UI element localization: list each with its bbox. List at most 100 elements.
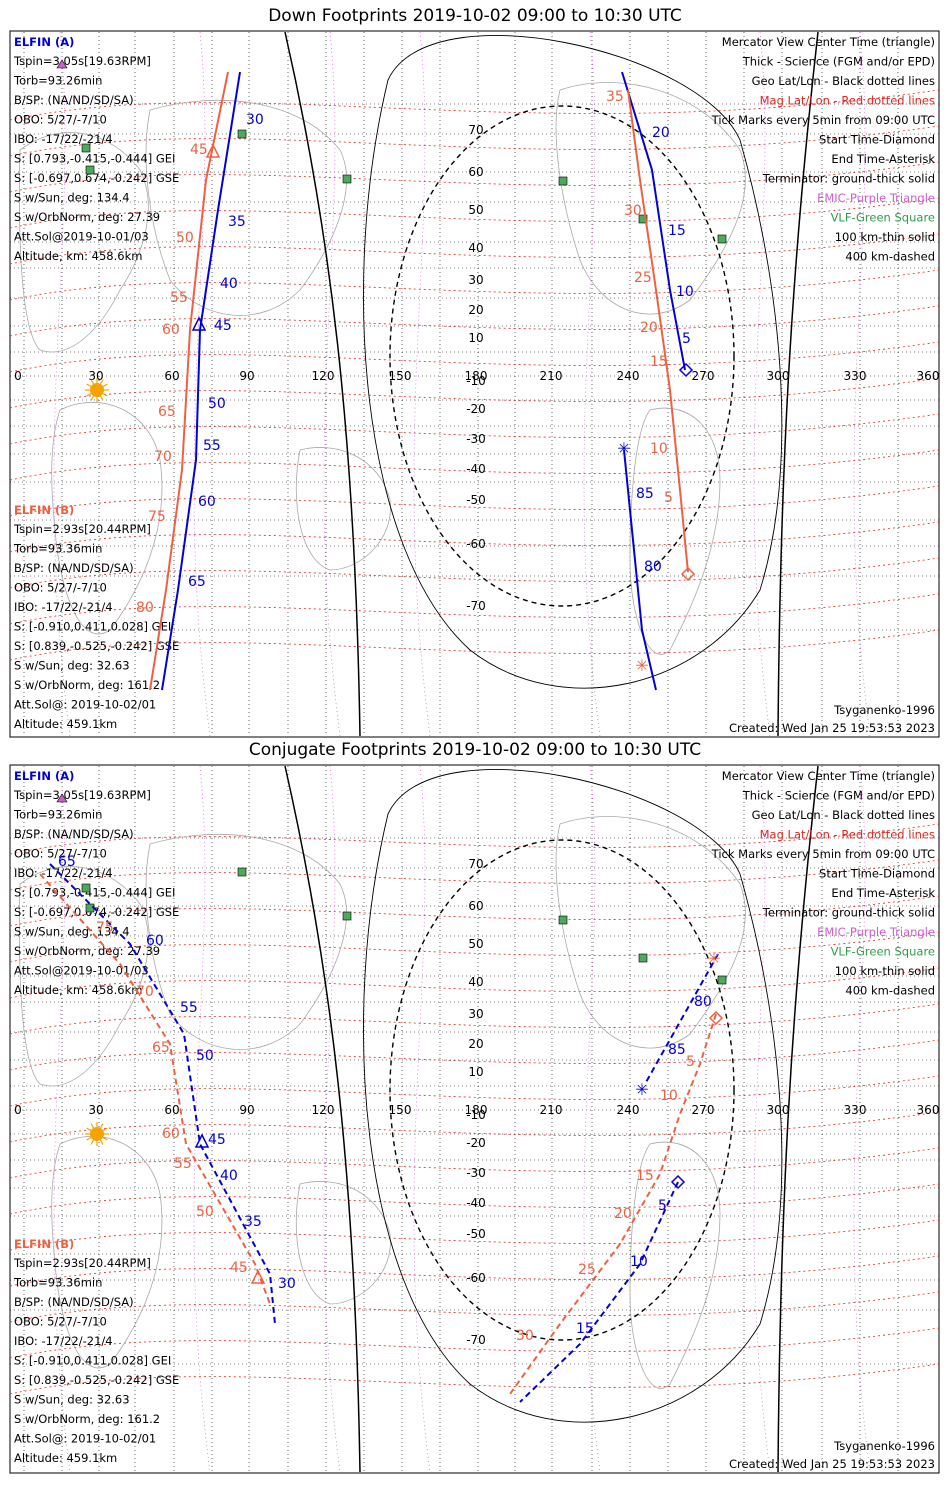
longitude-tick-label: 360 (917, 1103, 940, 1117)
latitude-tick-label: 70 (468, 857, 483, 871)
latitude-tick-label: -10 (466, 374, 486, 388)
longitude-tick-label: 60 (164, 369, 179, 383)
elfin-b-tick-label: 30 (516, 1328, 534, 1344)
mag-meridian-line (853, 765, 871, 1473)
coastline (555, 82, 746, 315)
legend-entry: Geo Lat/Lon - Black dotted lines (752, 74, 935, 88)
longitude-tick-label: 240 (617, 1103, 640, 1117)
vlf-square-marker (558, 915, 568, 925)
created-label: Created: Wed Jan 25 19:53:53 2023 (729, 1457, 935, 1471)
model-label: Tsyganenko-1996 (833, 1439, 935, 1453)
vlf-square-marker (81, 883, 91, 893)
mag-meridian-line (53, 765, 71, 1473)
elfin-a-tick-label: 35 (244, 1214, 262, 1230)
legend-entry: Terminator: ground-thick solid (762, 906, 935, 920)
elfin-b-track (509, 1013, 717, 1395)
longitude-tick-label: 120 (312, 1103, 335, 1117)
elfin-a-info-line: Tspin=3.05s[19.63RPM] (13, 54, 151, 68)
footprint-100km-outline (363, 35, 783, 689)
elfin-b-info-line: B/SP: (NA/ND/SD/SA) (14, 561, 134, 575)
longitude-tick-label: 300 (767, 369, 790, 383)
longitude-tick-label: 180 (465, 369, 488, 383)
elfin-b-tick-label: 30 (624, 203, 642, 219)
vlf-square-marker (638, 214, 648, 224)
elfin-b-tick-label: 65 (152, 1040, 170, 1056)
latitude-tick-label: -70 (466, 599, 486, 613)
elfin-b-center-triangle (250, 1269, 266, 1284)
elfin-b-info-line: S w/Sun, deg: 32.63 (14, 659, 130, 673)
elfin-b-tick-label: 60 (162, 322, 180, 338)
created-label: Created: Wed Jan 25 19:53:53 2023 (729, 721, 935, 735)
terminator-line (777, 31, 819, 737)
sun-icon (85, 1122, 109, 1146)
longitude-tick-label: 120 (312, 369, 335, 383)
legend-entry: Thick - Science (FGM and/or EPD) (742, 55, 935, 69)
coastline (18, 866, 149, 1087)
terminator-line (284, 765, 361, 1473)
latitude-tick-label: 70 (468, 123, 483, 137)
coastline (18, 132, 149, 353)
coastline (629, 407, 721, 655)
elfin-b-tick-label: 25 (634, 270, 652, 286)
elfin-a-tick-label: 50 (196, 1048, 214, 1064)
vlf-square-marker (717, 975, 727, 985)
legend-entry: 100 km-thin solid (835, 230, 935, 244)
latitude-tick-label: -30 (466, 432, 486, 446)
elfin-a-center-triangle (191, 316, 207, 331)
elfin-a-tick-label: 35 (228, 214, 246, 230)
elfin-a-tick-label: 40 (220, 1168, 238, 1184)
elfin-a-info-line: IBO: -17/22/-21/4 (14, 132, 113, 146)
mag-latitude-line (9, 1075, 940, 1107)
map-panel-conjugate: 0 30 60 90 120 150 180 210 240 270 300 330 360 70 60 50… (9, 764, 940, 1474)
latitude-tick-label: -40 (466, 462, 486, 476)
elfin-a-start-diamond (670, 1174, 686, 1190)
elfin-a-info-line: S: [0.793,-0.415,-0.444] GEI (14, 152, 175, 166)
elfin-b-info-line: S: [-0.910,0.411,0.028] GEI (14, 620, 171, 634)
latitude-tick-label: 30 (468, 273, 483, 287)
elfin-a-track (519, 1181, 679, 1403)
elfin-b-tick-label: 70 (136, 984, 154, 1000)
elfin-a-tick-label: 30 (278, 1276, 296, 1292)
elfin-a-tick-label: 55 (180, 1000, 198, 1016)
longitude-tick-label: 180 (465, 1103, 488, 1117)
vlf-square-marker (558, 176, 568, 186)
vlf-square-marker (638, 953, 648, 963)
legend-entry: VLF-Green Square (831, 211, 935, 225)
elfin-a-tick-label: 40 (220, 276, 238, 292)
legend-entry: 100 km-thin solid (835, 964, 935, 978)
elfin-b-info-line: B/SP: (NA/ND/SD/SA) (14, 1295, 134, 1309)
elfin-a-tick-label: 15 (576, 1321, 594, 1337)
elfin-b-tick-label: 5 (664, 490, 673, 506)
elfin-b-info-line: S w/OrbNorm, deg: 161.2 (14, 678, 160, 692)
mag-meridian-line (753, 31, 771, 737)
latitude-tick-label: -60 (466, 537, 486, 551)
vlf-square-marker (342, 911, 352, 921)
coastline (555, 816, 746, 1049)
elfin-a-info-line: OBO: 5/27/-7/10 (14, 113, 107, 127)
longitude-tick-label: 330 (844, 369, 867, 383)
elfin-a-track (623, 449, 657, 691)
elfin-b-info-line: Torb=93.36min (13, 1276, 102, 1290)
panel-title-conjugate: Conjugate Footprints 2019-10-02 09:00 to… (248, 740, 702, 760)
elfin-b-info-line: Att.Sol@: 2019-10-02/01 (14, 698, 156, 712)
elfin-a-tick-label: 65 (188, 574, 206, 590)
elfin-a-tick-label: 15 (668, 223, 686, 239)
elfin-a-tick-label: 45 (214, 318, 232, 334)
elfin-a-info-line: Tspin=3.05s[19.63RPM] (13, 788, 151, 802)
elfin-b-tick-label: 15 (636, 1168, 654, 1184)
elfin-a-info-line: Altitude, km: 458.6km (14, 249, 142, 263)
latitude-tick-label: -50 (466, 493, 486, 507)
latitude-tick-label: 20 (468, 1037, 483, 1051)
coastline (145, 833, 347, 1050)
elfin-b-track (627, 89, 689, 573)
longitude-tick-label: 360 (917, 369, 940, 383)
elfin-a-center-triangle (194, 1133, 210, 1148)
legend-entry: Mag Lat/Lon - Red dotted lines (760, 94, 935, 108)
mag-latitude-line (9, 1291, 940, 1323)
legend-entry: EMIC-Purple Triangle (817, 191, 935, 205)
latitude-tick-label: -60 (466, 1271, 486, 1285)
elfin-a-info-line: IBO: -17/22/-21/4 (14, 866, 113, 880)
elfin-b-info-line: S w/OrbNorm, deg: 161.2 (14, 1412, 160, 1426)
longitude-tick-label: 0 (14, 1103, 22, 1117)
legend-entry: Mercator View Center Time (triangle) (722, 769, 935, 783)
